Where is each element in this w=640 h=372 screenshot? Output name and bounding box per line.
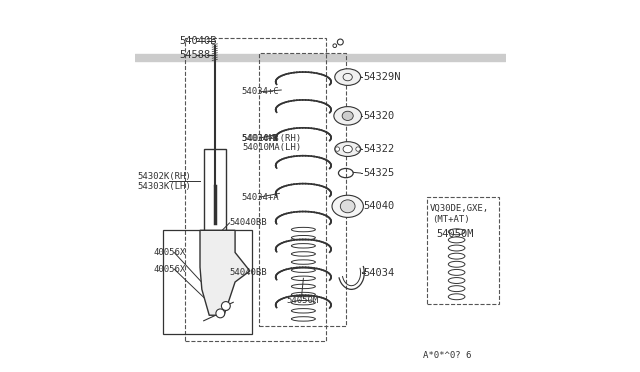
Text: 54040: 54040 bbox=[364, 201, 395, 211]
Bar bbox=[185, 38, 326, 341]
Text: 54034+A: 54034+A bbox=[241, 193, 279, 202]
Text: 54034+C: 54034+C bbox=[241, 87, 279, 96]
Circle shape bbox=[337, 39, 343, 45]
Text: 54034+B: 54034+B bbox=[241, 134, 279, 142]
Polygon shape bbox=[200, 230, 250, 315]
Text: VQ30DE,GXE,: VQ30DE,GXE, bbox=[429, 203, 489, 213]
Text: 54320: 54320 bbox=[364, 111, 395, 121]
Text: 54302K(RH): 54302K(RH) bbox=[137, 172, 191, 181]
Bar bbox=[427, 197, 499, 304]
Ellipse shape bbox=[335, 142, 360, 157]
Circle shape bbox=[335, 147, 340, 151]
Text: 54040BB: 54040BB bbox=[230, 268, 267, 277]
Text: A*0*^0? 6: A*0*^0? 6 bbox=[424, 351, 472, 360]
Circle shape bbox=[356, 147, 360, 151]
Text: 54010M (RH): 54010M (RH) bbox=[243, 134, 301, 143]
Ellipse shape bbox=[335, 69, 360, 86]
Ellipse shape bbox=[332, 195, 364, 217]
Ellipse shape bbox=[334, 107, 362, 125]
Text: 40056X: 40056X bbox=[154, 248, 186, 257]
Text: 54040BB: 54040BB bbox=[230, 218, 267, 227]
Text: 54040B: 54040B bbox=[180, 36, 217, 46]
Text: 54010MA(LH): 54010MA(LH) bbox=[243, 144, 301, 153]
Text: 54588: 54588 bbox=[180, 50, 211, 60]
Text: 54322: 54322 bbox=[364, 144, 395, 154]
Bar bbox=[163, 230, 252, 334]
Bar bbox=[259, 53, 346, 326]
Text: 54050M: 54050M bbox=[436, 229, 474, 239]
Text: 54303K(LH): 54303K(LH) bbox=[137, 182, 191, 190]
Circle shape bbox=[221, 302, 230, 310]
Ellipse shape bbox=[340, 200, 355, 213]
Ellipse shape bbox=[342, 111, 353, 121]
Circle shape bbox=[333, 44, 337, 48]
Text: 54034: 54034 bbox=[364, 268, 395, 278]
Text: (MT+AT): (MT+AT) bbox=[433, 215, 470, 224]
Text: 54329N: 54329N bbox=[364, 72, 401, 82]
Circle shape bbox=[216, 309, 225, 318]
Text: 54325: 54325 bbox=[364, 168, 395, 178]
Text: 40056X: 40056X bbox=[154, 264, 186, 273]
Ellipse shape bbox=[343, 145, 352, 153]
Bar bbox=[204, 149, 226, 241]
Text: 54050M: 54050M bbox=[287, 296, 319, 305]
